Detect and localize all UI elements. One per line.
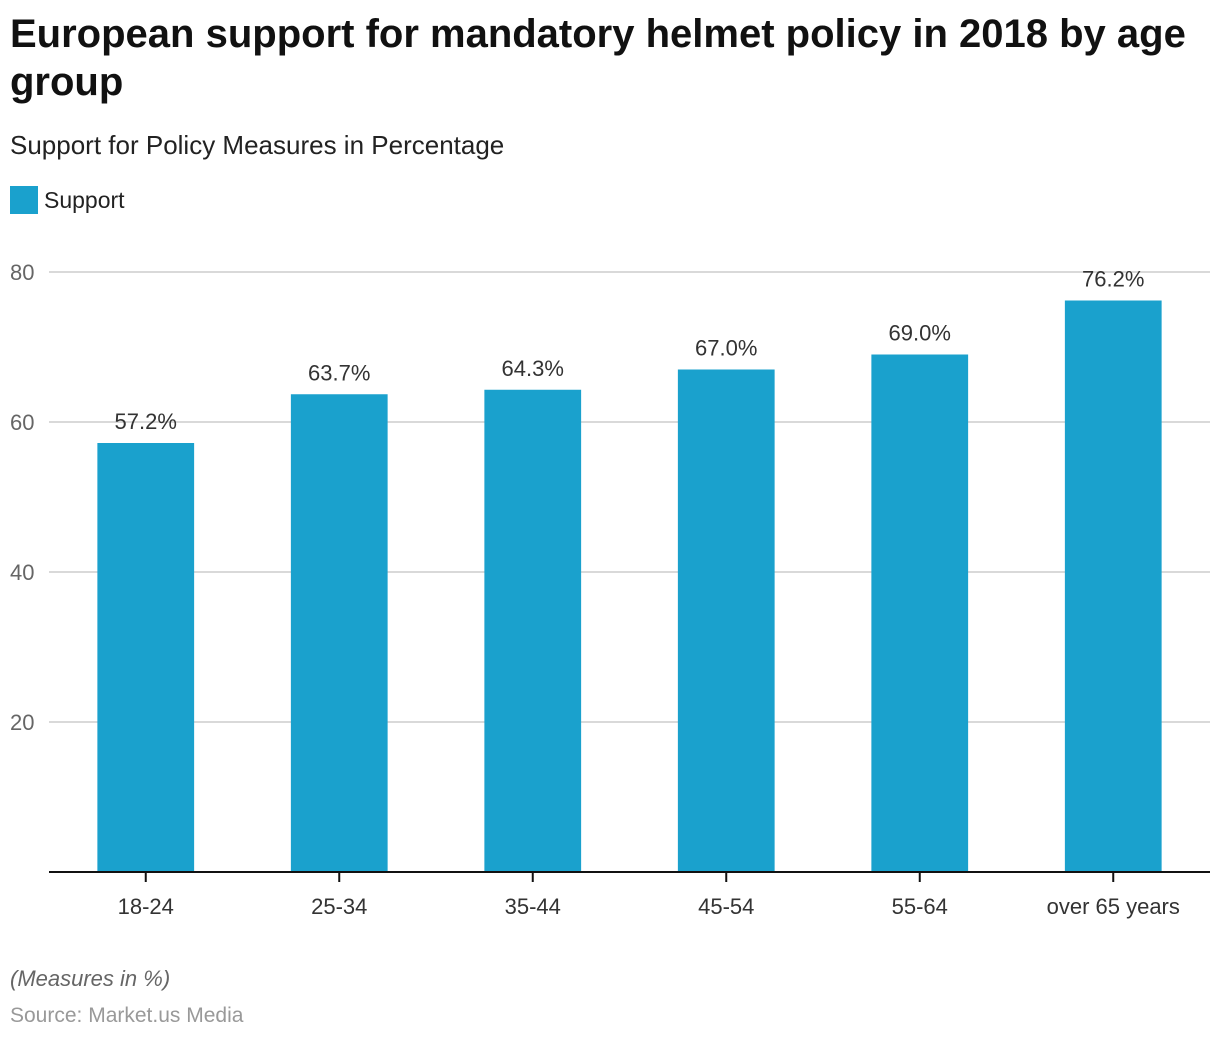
gridlines (49, 271, 1210, 723)
chart-title: European support for mandatory helmet po… (10, 12, 1186, 104)
legend: Support (10, 186, 125, 214)
data-label: 64.3% (502, 356, 564, 381)
footer-source: Source: Market.us Media (10, 1004, 244, 1027)
footer-note: (Measures in %) (10, 966, 171, 991)
bar-45-54 (677, 369, 775, 872)
y-tick-label: 60 (10, 410, 34, 435)
chart-subtitle: Support for Policy Measures in Percentag… (10, 130, 505, 160)
data-label: 67.0% (695, 336, 757, 361)
legend-label-support: Support (44, 186, 125, 213)
x-tick-label: 55-64 (892, 894, 948, 919)
x-tick-label: 25-34 (311, 894, 367, 919)
data-label: 63.7% (308, 360, 370, 385)
y-tick-label: 80 (10, 260, 34, 285)
data-labels: 57.2% 63.7% 64.3% 67.0% 69.0% 76.2% (115, 267, 1145, 435)
legend-swatch-support (10, 186, 38, 214)
bar-25-34 (290, 394, 388, 872)
bar-over-65-years (1064, 300, 1162, 872)
y-tick-label: 40 (10, 560, 34, 585)
x-tick-label: 35-44 (505, 894, 561, 919)
x-tick-label: 18-24 (118, 894, 174, 919)
bars (97, 300, 1162, 872)
data-label: 76.2% (1082, 267, 1144, 292)
bar-18-24 (97, 443, 195, 872)
x-tick-label: 45-54 (698, 894, 754, 919)
y-tick-label: 20 (10, 710, 34, 735)
bar-35-44 (484, 389, 582, 872)
y-axis-ticks: 20 40 60 80 (10, 260, 34, 735)
bar-55-64 (871, 354, 969, 872)
data-label: 69.0% (889, 321, 951, 346)
data-label: 57.2% (115, 409, 177, 434)
x-axis: 18-24 25-34 35-44 45-54 55-64 over 65 years (49, 871, 1210, 919)
x-tick-label: over 65 years (1047, 894, 1180, 919)
